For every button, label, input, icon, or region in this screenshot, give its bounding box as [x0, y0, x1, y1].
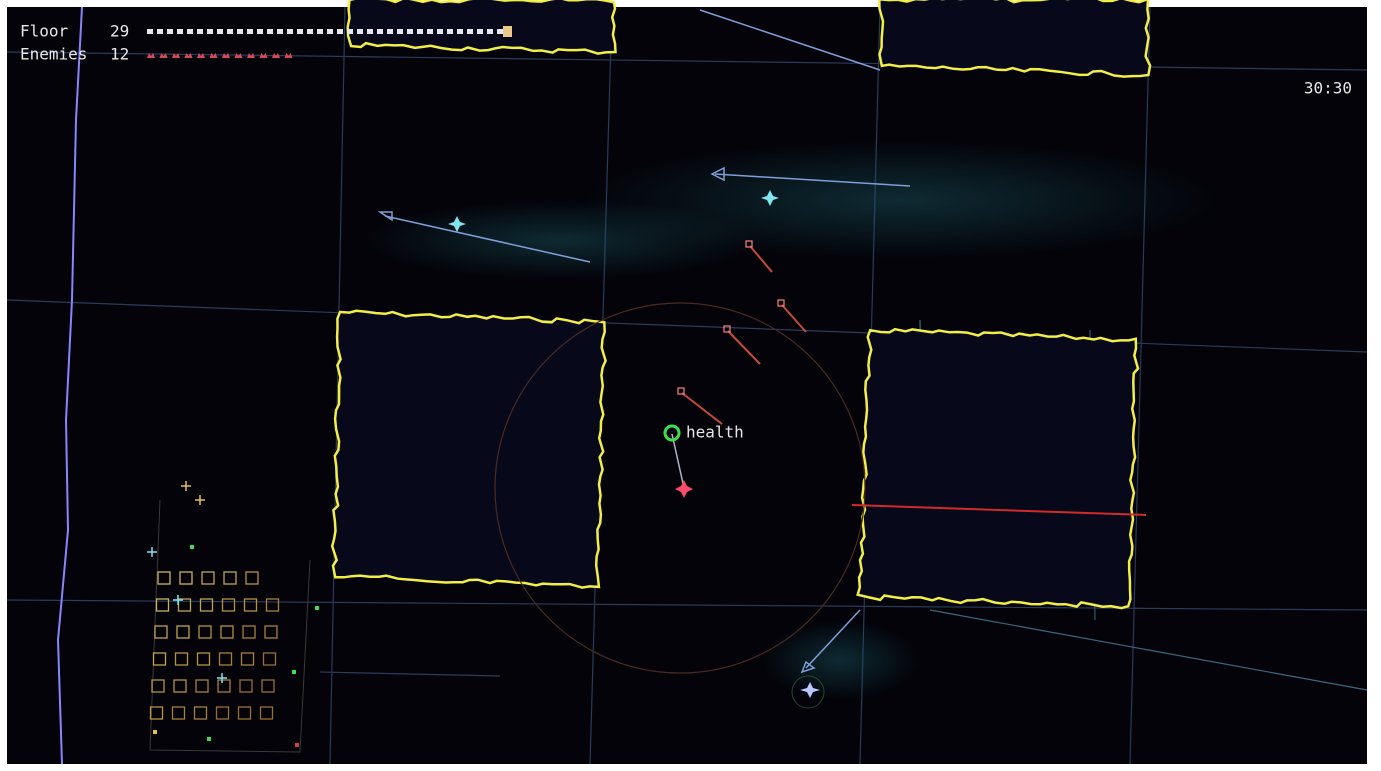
enemies-count: 12 — [110, 45, 129, 64]
minimap-room — [220, 625, 234, 639]
floor-progress-current — [503, 26, 512, 37]
range-circle — [494, 302, 866, 674]
minimap-room — [242, 625, 256, 639]
pickup-label: health — [686, 423, 744, 442]
minimap-room — [261, 679, 275, 693]
minimap-room — [259, 706, 274, 720]
minimap-enemy — [173, 595, 183, 605]
enemies — [448, 190, 820, 698]
minimap-room — [217, 679, 231, 693]
tether — [671, 433, 685, 489]
minimap-room — [201, 571, 215, 585]
floor-progress — [146, 27, 506, 37]
floor-number: 29 — [110, 22, 129, 41]
minimap-enemy — [181, 481, 191, 491]
minimap-room — [218, 652, 233, 666]
minimap-room — [173, 679, 187, 693]
minimap-room — [215, 706, 230, 720]
minimap-room — [265, 598, 280, 612]
minimap-room — [152, 652, 167, 666]
wall-blocks — [330, 0, 1152, 610]
minimap-room — [176, 625, 190, 639]
minimap-room — [149, 706, 164, 720]
wall-block — [878, 0, 1152, 78]
minimap-room — [179, 571, 193, 585]
projectiles — [377, 9, 911, 674]
minimap-enemy — [217, 673, 227, 683]
minimap-room — [239, 679, 253, 693]
wall-block — [346, 0, 617, 55]
minimap-room — [171, 706, 186, 720]
particle-cloud — [360, 200, 760, 280]
minimap-room — [223, 571, 237, 585]
minimap-room — [196, 652, 211, 666]
minimap-room — [195, 679, 209, 693]
minimap — [147, 481, 319, 753]
minimap-room — [174, 652, 189, 666]
missiles — [677, 240, 807, 425]
background — [7, 7, 1367, 764]
health-pickup — [663, 424, 681, 442]
wall-block — [856, 327, 1140, 610]
enemies-label: Enemies — [20, 45, 87, 64]
minimap-dot — [315, 606, 319, 610]
minimap-room — [199, 598, 214, 612]
minimap-dot — [292, 670, 296, 674]
minimap-room — [240, 652, 255, 666]
minimap-room — [155, 598, 170, 612]
minimap-outline — [149, 499, 311, 753]
minimap-room — [245, 571, 259, 585]
minimap-room — [151, 679, 165, 693]
minimap-room — [237, 706, 252, 720]
minimap-room — [157, 571, 171, 585]
minimap-enemy — [195, 495, 205, 505]
timer: 30:30 — [1304, 79, 1352, 98]
minimap-dot — [207, 737, 211, 741]
minimap-room — [198, 625, 212, 639]
minimap-room — [264, 625, 278, 639]
minimap-enemy — [147, 547, 157, 557]
particle-cloud — [760, 620, 920, 700]
floor-label: Floor — [20, 22, 69, 41]
minimap-room — [262, 652, 277, 666]
minimap-room — [154, 625, 168, 639]
player-ship — [675, 480, 693, 498]
laser — [851, 504, 1147, 516]
minimap-room — [221, 598, 236, 612]
minimap-dot — [153, 730, 157, 734]
minimap-room — [193, 706, 208, 720]
enemy-icons — [146, 50, 296, 62]
minimap-room — [243, 598, 258, 612]
energy-wall — [56, 6, 83, 765]
minimap-dot — [190, 545, 194, 549]
minimap-dot — [295, 743, 299, 747]
enemy-ring — [791, 675, 825, 709]
wall-block — [330, 309, 607, 589]
